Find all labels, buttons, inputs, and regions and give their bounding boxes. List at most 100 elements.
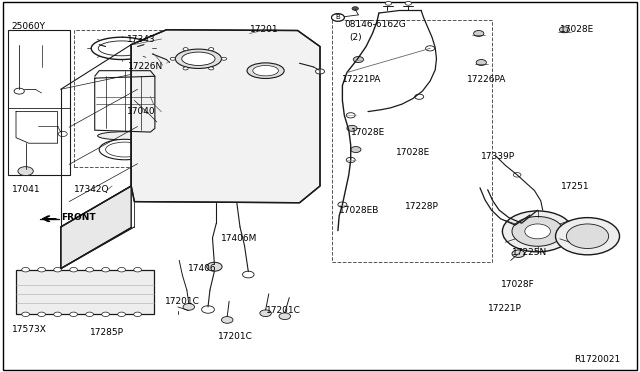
Text: 17221P: 17221P (488, 304, 522, 312)
Circle shape (38, 312, 45, 317)
Text: 17028EB: 17028EB (339, 206, 380, 215)
Bar (74, 30, 186, 167)
Circle shape (202, 306, 214, 313)
Circle shape (346, 157, 355, 163)
Circle shape (352, 7, 358, 10)
Circle shape (134, 267, 141, 272)
Circle shape (405, 1, 412, 5)
Circle shape (338, 202, 347, 207)
Text: 17228P: 17228P (404, 202, 438, 211)
Circle shape (474, 31, 484, 36)
Text: 17343: 17343 (127, 35, 156, 44)
Text: 17406M: 17406M (221, 234, 257, 243)
Circle shape (332, 14, 344, 21)
Circle shape (54, 312, 61, 317)
Circle shape (316, 69, 324, 74)
Circle shape (22, 312, 29, 317)
Text: 17226N: 17226N (128, 62, 163, 71)
Text: 17221PA: 17221PA (342, 76, 382, 84)
Circle shape (243, 271, 254, 278)
Circle shape (170, 57, 175, 60)
Text: 17201C: 17201C (165, 297, 200, 306)
Text: 17201C: 17201C (218, 332, 252, 341)
Circle shape (70, 267, 77, 272)
Ellipse shape (182, 52, 215, 65)
Circle shape (512, 250, 525, 257)
Text: 17225N: 17225N (512, 248, 547, 257)
Circle shape (346, 113, 355, 118)
Circle shape (86, 312, 93, 317)
Circle shape (353, 57, 364, 62)
Text: 17201: 17201 (250, 25, 278, 34)
Circle shape (14, 88, 24, 94)
Circle shape (70, 312, 77, 317)
Circle shape (354, 57, 363, 62)
Circle shape (183, 304, 195, 310)
Text: 17028E: 17028E (351, 128, 385, 137)
Text: 17226PA: 17226PA (467, 76, 507, 84)
Circle shape (332, 14, 344, 21)
Circle shape (221, 57, 227, 60)
Polygon shape (131, 30, 320, 203)
Circle shape (183, 48, 188, 51)
Circle shape (385, 1, 392, 5)
Circle shape (207, 262, 222, 271)
Circle shape (58, 131, 67, 137)
Circle shape (525, 224, 550, 239)
Text: 17201C: 17201C (266, 306, 300, 315)
Circle shape (38, 267, 45, 272)
Circle shape (86, 267, 93, 272)
Text: B: B (335, 15, 340, 20)
Circle shape (118, 312, 125, 317)
Circle shape (165, 61, 174, 67)
Text: (2): (2) (349, 33, 362, 42)
Circle shape (221, 317, 233, 323)
Text: FRONT: FRONT (61, 213, 95, 222)
Text: 17342Q: 17342Q (74, 185, 109, 194)
Circle shape (209, 48, 214, 51)
Circle shape (209, 67, 214, 70)
Text: 17041: 17041 (12, 185, 40, 194)
Bar (332, 20, 492, 262)
Bar (8, 30, 70, 175)
Circle shape (415, 94, 424, 99)
Text: 08146-6162G: 08146-6162G (344, 20, 406, 29)
Text: 17028E: 17028E (560, 25, 595, 34)
Ellipse shape (98, 132, 152, 140)
Text: 17028F: 17028F (500, 280, 534, 289)
Ellipse shape (175, 49, 221, 68)
Circle shape (118, 267, 125, 272)
Polygon shape (61, 186, 131, 269)
Text: 17573X: 17573X (12, 325, 46, 334)
Circle shape (260, 310, 271, 317)
Circle shape (512, 217, 563, 246)
Circle shape (476, 60, 486, 65)
Ellipse shape (91, 37, 152, 60)
Text: 17406: 17406 (188, 264, 216, 273)
Ellipse shape (247, 63, 284, 78)
Text: B: B (335, 13, 340, 22)
Circle shape (22, 267, 29, 272)
Circle shape (134, 312, 141, 317)
Circle shape (102, 267, 109, 272)
Text: 17251: 17251 (561, 182, 589, 190)
Text: 25060Y: 25060Y (12, 22, 45, 31)
Text: 17040: 17040 (127, 107, 156, 116)
Ellipse shape (99, 140, 150, 160)
Circle shape (351, 147, 361, 153)
Text: 17339P: 17339P (481, 152, 515, 161)
Text: 17285P: 17285P (90, 328, 124, 337)
Text: 17028E: 17028E (396, 148, 430, 157)
Circle shape (556, 218, 620, 255)
Circle shape (566, 224, 609, 248)
Text: R1720021: R1720021 (575, 355, 621, 364)
Circle shape (183, 67, 188, 70)
Bar (16, 270, 154, 314)
Circle shape (18, 167, 33, 176)
Circle shape (347, 125, 357, 131)
Circle shape (102, 312, 109, 317)
Ellipse shape (253, 65, 278, 76)
Circle shape (513, 173, 521, 177)
Circle shape (502, 211, 573, 252)
Circle shape (426, 46, 435, 51)
